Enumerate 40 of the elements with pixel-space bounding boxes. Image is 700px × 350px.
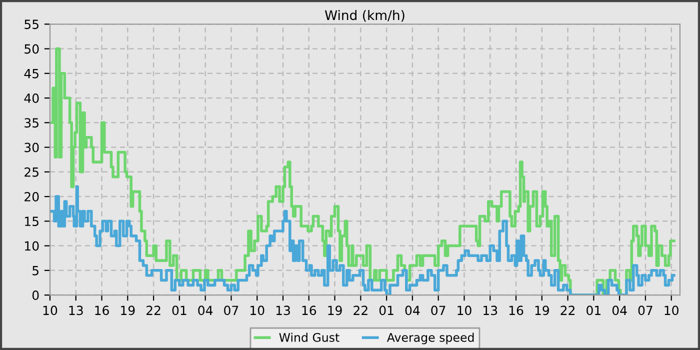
x-tick-label: 07	[431, 306, 446, 316]
x-tick-label: 01	[379, 306, 394, 316]
x-tick-label: 13	[276, 306, 290, 316]
y-tick-label: 35	[24, 118, 38, 128]
x-tick-label: 13	[484, 306, 498, 316]
x-tick-label: 07	[638, 306, 652, 316]
chart-title: Wind (km/h)	[324, 10, 404, 22]
legend-label: Wind Gust	[279, 332, 340, 342]
x-tick-label: 01	[172, 306, 186, 316]
y-tick-label: 40	[24, 94, 39, 103]
x-tick-label: 22	[146, 306, 160, 315]
x-tick-label: 01	[586, 306, 600, 316]
x-tick-label: 04	[612, 306, 627, 316]
x-tick-label: 19	[535, 306, 549, 316]
y-tick-label: 55	[24, 20, 38, 30]
x-tick-label: 04	[405, 306, 420, 316]
x-tick-label: 10	[458, 306, 472, 316]
y-tick-label: 30	[24, 142, 39, 152]
y-tick-label: 25	[24, 167, 38, 177]
y-tick-label: 5	[32, 266, 38, 276]
x-tick-label: 22	[560, 306, 574, 315]
x-tick-label: 16	[95, 306, 109, 316]
x-tick-label: 13	[69, 306, 83, 316]
y-tick-label: 0	[32, 290, 39, 300]
x-tick-label: 19	[328, 306, 342, 316]
x-tick-label: 10	[43, 306, 58, 316]
x-tick-label: 10	[664, 306, 678, 316]
x-tick-label: 07	[224, 306, 238, 316]
x-tick-label: 10	[250, 306, 264, 316]
x-tick-label: 16	[509, 306, 524, 316]
y-tick-label: 50	[24, 44, 39, 54]
x-tick-label: 22	[354, 306, 368, 315]
x-tick-label: 04	[198, 306, 213, 316]
y-tick-label: 45	[24, 69, 38, 78]
legend-label: Average speed	[386, 332, 474, 344]
y-tick-label: 15	[25, 216, 38, 226]
x-tick-label: 19	[121, 306, 135, 316]
x-tick-label: 16	[302, 306, 316, 316]
y-tick-label: 10	[25, 241, 39, 251]
y-tick-label: 20	[24, 192, 39, 202]
